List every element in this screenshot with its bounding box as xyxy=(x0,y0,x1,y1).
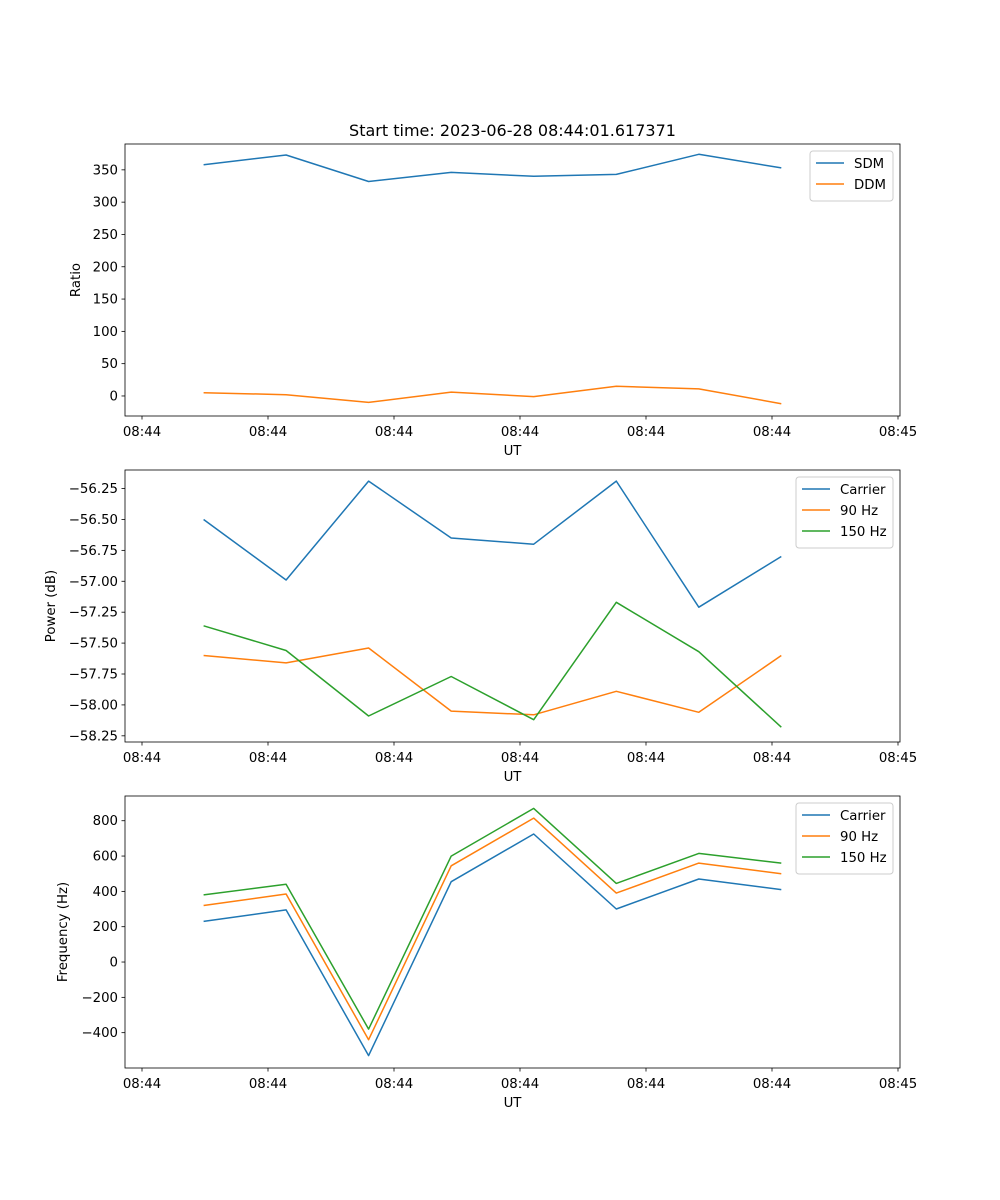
legend-label: 90 Hz xyxy=(840,830,878,845)
chart-panel-1: 0 50 100 150 200 250 300 350 08:44 08:44 08:44 08:4… xyxy=(69,121,917,459)
series-line-150-hz xyxy=(203,601,782,728)
x-tick-label: 08:44 xyxy=(375,1077,413,1092)
plot-frame xyxy=(124,795,901,1069)
series-line-sdm xyxy=(203,153,782,183)
y-tick-label: −58.00 xyxy=(69,698,118,713)
y-tick-label: −57.75 xyxy=(69,668,118,683)
y-tick-label: −57.25 xyxy=(69,606,118,621)
x-tick-label: 08:45 xyxy=(879,1077,917,1092)
y-tick-label: 300 xyxy=(93,196,118,211)
y-tick-label: −58.25 xyxy=(69,729,118,744)
x-tick-label: 08:44 xyxy=(375,751,413,766)
x-tick-label: 08:44 xyxy=(249,425,287,440)
x-tick-label: 08:44 xyxy=(501,425,539,440)
y-tick-label: 150 xyxy=(93,293,118,308)
x-tick-label: 08:44 xyxy=(249,751,287,766)
y-tick-label: −200 xyxy=(81,991,118,1006)
y-tick-label: −400 xyxy=(81,1026,118,1041)
chart-panel-3: −400 −200 0 200 400 600 800 08:44 08:44 08:44 08:4… xyxy=(56,795,917,1111)
legend-label: Carrier xyxy=(840,809,886,824)
series-line-carrier xyxy=(203,480,782,608)
y-axis-label: Frequency (Hz) xyxy=(56,882,71,982)
y-axis-label: Power (dB) xyxy=(44,570,59,642)
y-tick-label: 400 xyxy=(93,885,118,900)
y-tick-label: 200 xyxy=(93,920,118,935)
y-tick-label: 350 xyxy=(93,163,118,178)
x-tick-label: 08:44 xyxy=(249,1077,287,1092)
y-tick-label: 0 xyxy=(110,956,118,971)
x-tick-label: 08:44 xyxy=(123,751,161,766)
y-tick-label: −56.75 xyxy=(69,544,118,559)
x-tick-label: 08:44 xyxy=(123,425,161,440)
legend-label: 150 Hz xyxy=(840,525,887,540)
y-tick-label: 250 xyxy=(93,228,118,243)
legend-label: SDM xyxy=(854,157,884,172)
legend-label: 150 Hz xyxy=(840,851,887,866)
series-line-carrier xyxy=(203,833,782,1057)
plot-frame xyxy=(124,143,901,417)
x-tick-label: 08:44 xyxy=(753,1077,791,1092)
y-tick-label: 800 xyxy=(93,814,118,829)
y-tick-label: 100 xyxy=(93,325,118,340)
y-tick-label: 200 xyxy=(93,260,118,275)
y-tick-label: −56.25 xyxy=(69,482,118,497)
y-axis-label: Ratio xyxy=(69,263,84,297)
y-tick-label: 50 xyxy=(101,357,118,372)
x-tick-label: 08:44 xyxy=(501,751,539,766)
x-axis-label: UT xyxy=(504,444,523,459)
x-tick-label: 08:44 xyxy=(627,751,665,766)
legend: Carrier 90 Hz 150 Hz xyxy=(795,802,894,875)
x-tick-label: 08:44 xyxy=(627,425,665,440)
series-line-ddm xyxy=(203,385,782,405)
legend: Carrier 90 Hz 150 Hz xyxy=(795,476,894,549)
y-tick-label: −56.50 xyxy=(69,513,118,528)
x-tick-label: 08:45 xyxy=(879,425,917,440)
y-tick-label: −57.50 xyxy=(69,637,118,652)
legend-label: 90 Hz xyxy=(840,504,878,519)
plot-frame xyxy=(124,469,901,743)
legend-label: DDM xyxy=(854,178,886,193)
chart-title: Start time: 2023-06-28 08:44:01.617371 xyxy=(349,121,676,140)
x-tick-label: 08:44 xyxy=(123,1077,161,1092)
y-tick-label: 0 xyxy=(110,389,118,404)
x-tick-label: 08:44 xyxy=(375,425,413,440)
x-tick-label: 08:44 xyxy=(501,1077,539,1092)
series-line-90-hz xyxy=(203,817,782,1041)
legend: SDM DDM xyxy=(809,150,894,202)
x-tick-label: 08:45 xyxy=(879,751,917,766)
x-axis-label: UT xyxy=(504,1096,523,1111)
chart-panel-2: −58.25 −58.00 −57.75 −57.50 −57.25 −57.00 −56.… xyxy=(44,469,917,785)
panels: 0 50 100 150 200 250 300 350 08:44 08:44 08:44 08:4… xyxy=(44,121,917,1111)
y-tick-label: −57.00 xyxy=(69,575,118,590)
x-tick-label: 08:44 xyxy=(753,751,791,766)
x-tick-label: 08:44 xyxy=(627,1077,665,1092)
series-line-150-hz xyxy=(203,807,782,1030)
y-tick-label: 600 xyxy=(93,850,118,865)
legend-label: Carrier xyxy=(840,483,886,498)
series-line-90-hz xyxy=(203,647,782,716)
x-axis-label: UT xyxy=(504,770,523,785)
x-tick-label: 08:44 xyxy=(753,425,791,440)
